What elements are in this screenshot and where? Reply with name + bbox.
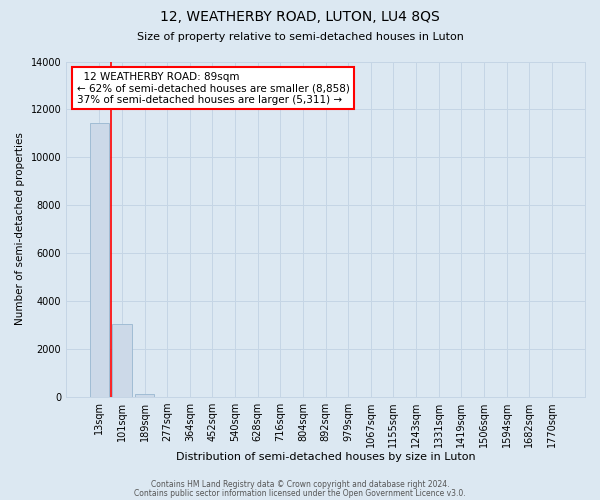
Text: Size of property relative to semi-detached houses in Luton: Size of property relative to semi-detach… xyxy=(137,32,463,42)
Text: 12, WEATHERBY ROAD, LUTON, LU4 8QS: 12, WEATHERBY ROAD, LUTON, LU4 8QS xyxy=(160,10,440,24)
Bar xyxy=(112,324,131,396)
Text: 12 WEATHERBY ROAD: 89sqm  
← 62% of semi-detached houses are smaller (8,858)
37%: 12 WEATHERBY ROAD: 89sqm ← 62% of semi-d… xyxy=(77,72,349,105)
Y-axis label: Number of semi-detached properties: Number of semi-detached properties xyxy=(15,132,25,326)
Bar xyxy=(135,394,154,396)
Text: Contains HM Land Registry data © Crown copyright and database right 2024.: Contains HM Land Registry data © Crown c… xyxy=(151,480,449,489)
Text: Contains public sector information licensed under the Open Government Licence v3: Contains public sector information licen… xyxy=(134,488,466,498)
Bar xyxy=(90,123,109,396)
X-axis label: Distribution of semi-detached houses by size in Luton: Distribution of semi-detached houses by … xyxy=(176,452,475,462)
